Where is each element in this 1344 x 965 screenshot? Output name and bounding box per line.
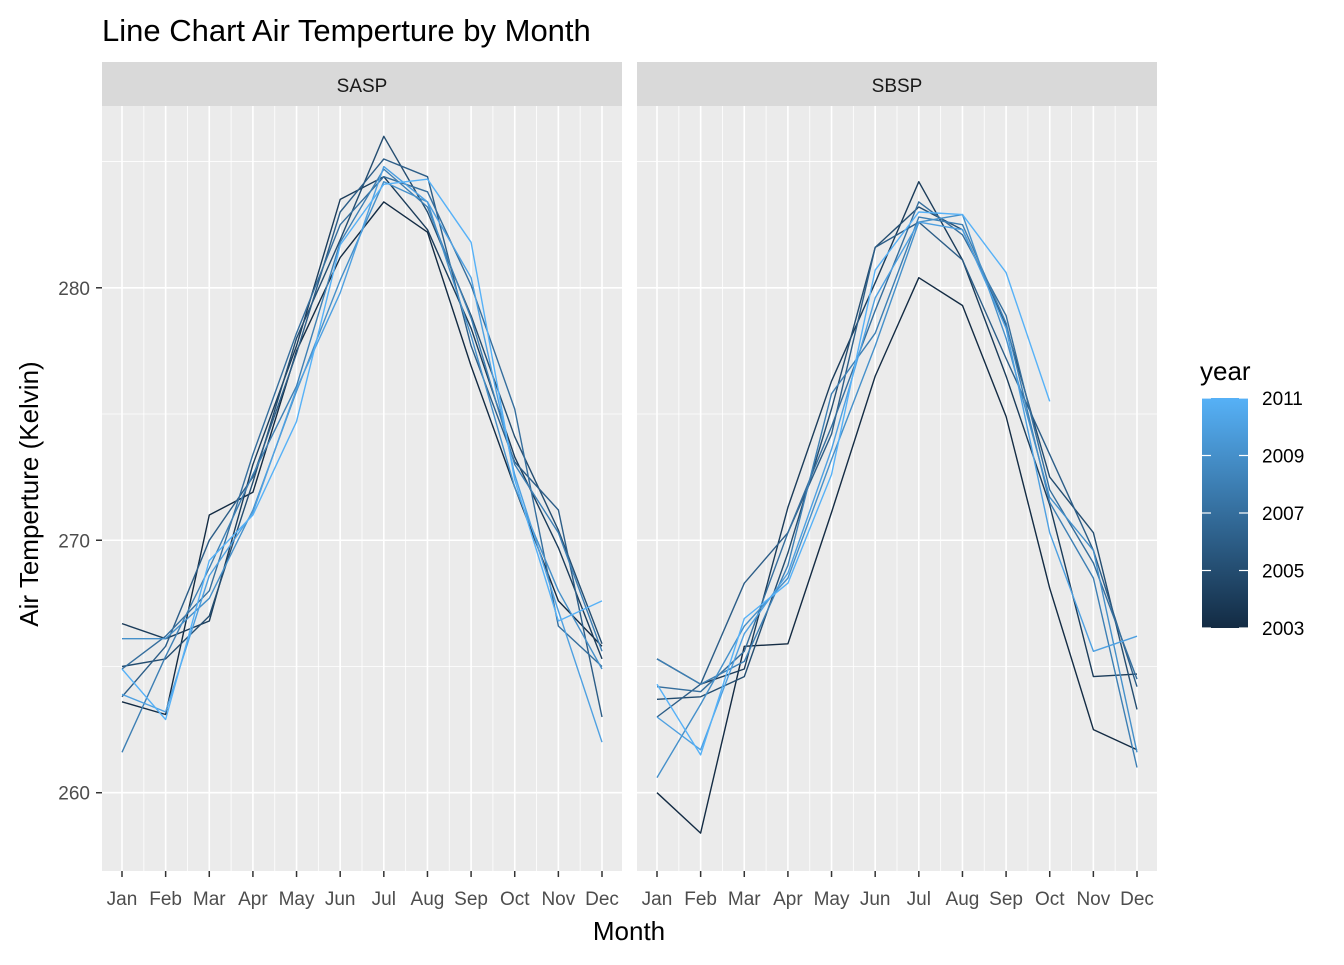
x-axis-label: Month	[593, 916, 665, 946]
y-tick-label: 270	[58, 531, 90, 552]
x-tick-label: Jan	[107, 889, 138, 910]
legend-break-label: 2011	[1262, 389, 1303, 410]
y-tick-label: 280	[58, 279, 90, 300]
x-tick-label: Oct	[1035, 889, 1065, 910]
x-tick-label: Feb	[684, 889, 717, 910]
x-tick-label: Nov	[1076, 889, 1110, 910]
legend-break-label: 2005	[1262, 562, 1304, 583]
x-tick-label: May	[279, 889, 315, 910]
x-tick-label: Sep	[989, 889, 1023, 910]
x-tick-label: Jun	[325, 889, 356, 910]
x-tick-label: Apr	[238, 889, 268, 910]
legend-break-label: 2003	[1262, 619, 1304, 640]
series-line-sbsp-2011	[656, 211, 1051, 756]
series-line-sbsp-2006	[656, 221, 1138, 718]
x-tick-label: Jul	[907, 889, 931, 910]
series-line-sbsp-2007	[656, 201, 1138, 693]
panel-sasp: SASP Jan Feb Mar Apr May Jun Jul Aug Sep Oct Nov Dec	[102, 62, 622, 910]
x-tick-label: Feb	[149, 889, 182, 910]
chart-title: Line Chart Air Temperture by Month	[102, 13, 591, 48]
series-line-sasp-2005	[121, 135, 603, 668]
x-tick-label: Sep	[454, 889, 488, 910]
x-tick-label: Dec	[1120, 889, 1154, 910]
series-line-sasp-2011	[121, 178, 603, 721]
series-line-sasp-2010	[121, 165, 603, 743]
legend-title: year	[1200, 356, 1251, 386]
x-tick-label: Mar	[193, 889, 226, 910]
facet-strip	[637, 62, 1157, 106]
facet-strip	[102, 62, 622, 106]
legend-break-label: 2007	[1262, 504, 1304, 525]
x-tick-label: Aug	[946, 889, 980, 910]
x-tick-label: Jan	[642, 889, 673, 910]
y-axis-label: Air Temperture (Kelvin)	[14, 361, 44, 626]
series-line-sasp-2006	[121, 158, 603, 718]
y-tick-label: 260	[58, 784, 90, 805]
x-tick-label: Nov	[541, 889, 575, 910]
legend: year 2011 2009 2007 2005 2003	[1200, 356, 1304, 640]
x-tick-label: Aug	[411, 889, 445, 910]
x-tick-label: Mar	[728, 889, 761, 910]
x-tick-label: Jun	[860, 889, 891, 910]
panel-sbsp: SBSP Jan Feb Mar Apr May Jun Jul Aug Sep Oct Nov Dec	[637, 62, 1157, 910]
x-tick-label: May	[814, 889, 850, 910]
x-tick-label: Dec	[585, 889, 619, 910]
x-tick-label: Oct	[500, 889, 530, 910]
legend-break-label: 2009	[1262, 447, 1304, 468]
panels-layer: 260 270 280 SASP Jan Feb Mar Apr May Jun Jul Aug Sep…	[58, 62, 1157, 910]
series-line-sbsp-2005	[656, 206, 1138, 710]
series-line-sbsp-2008	[656, 216, 1138, 768]
facet-strip-label: SASP	[337, 76, 388, 97]
facet-strip-label: SBSP	[872, 76, 923, 97]
x-tick-label: Apr	[773, 889, 803, 910]
series-line-sbsp-2004	[656, 180, 1138, 685]
x-tick-label: Jul	[372, 889, 396, 910]
series-line-sbsp-2010	[656, 221, 1138, 751]
series-line-sbsp-2003	[656, 277, 1138, 834]
series-line-sasp-2008	[121, 168, 603, 753]
